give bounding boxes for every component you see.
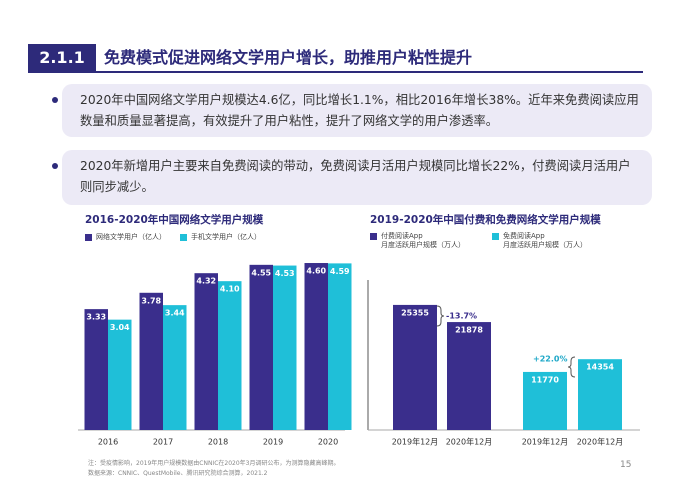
footnote: 注：受疫情影响，2019年用户规模数据由CNNIC在2020年3月调研公布，为测… <box>88 460 340 467</box>
bullet-dot <box>52 163 58 169</box>
value-label: 4.55 <box>251 268 271 277</box>
brace <box>436 305 445 327</box>
bar <box>163 305 187 430</box>
value-label: 3.78 <box>141 296 161 305</box>
x-tick-label: 2016 <box>98 438 118 447</box>
x-tick-label: 2020 <box>318 438 338 447</box>
legend-swatch <box>370 233 377 240</box>
bar <box>273 265 297 430</box>
legend-label: 付费阅读App 月度活跃用户规模（万人） <box>381 232 465 249</box>
bar <box>84 309 108 430</box>
value-label: 21878 <box>455 326 483 335</box>
bar <box>194 273 218 430</box>
footnote: 数据来源：CNNIC、QuestMobile、腾讯研究院综合测算，2021.2 <box>88 470 268 477</box>
brace <box>567 356 576 378</box>
bar <box>578 359 622 430</box>
legend-item: 网络文学用户（亿人） <box>85 233 166 242</box>
value-label: 3.44 <box>165 309 185 318</box>
chart-title: 2019-2020年中国付费和免费网络文学用户规模 <box>370 213 601 226</box>
section-number: 2.1.1 <box>28 44 96 71</box>
bullet-text: 2020年中国网络文学用户规模达4.6亿，同比增长1.1%，相比2016年增长3… <box>80 93 639 128</box>
value-label: 4.60 <box>306 267 326 276</box>
bullet-box: 2020年新增用户主要来自免费阅读的带动，免费阅读月活用户规模同比增长22%，付… <box>52 150 652 205</box>
x-tick-label: 2020年12月 <box>577 437 624 447</box>
value-label: 3.33 <box>86 313 106 322</box>
bar <box>328 263 352 430</box>
section-title: 免费模式促进网络文学用户增长，助推用户粘性提升 <box>104 48 473 67</box>
value-label: 3.04 <box>110 323 130 332</box>
chart-title: 2016-2020年中国网络文学用户规模 <box>85 213 264 226</box>
value-label: 25355 <box>401 308 429 317</box>
legend-label: 网络文学用户（亿人） <box>96 233 166 241</box>
bar <box>108 319 132 430</box>
bar <box>447 322 491 430</box>
value-label: 4.32 <box>196 277 216 286</box>
header-rule <box>28 71 643 73</box>
legend-item: 免费阅读App 月度活跃用户规模（万人） <box>492 232 587 250</box>
legend-label: 免费阅读App 月度活跃用户规模（万人） <box>503 232 587 249</box>
legend-swatch <box>492 233 499 240</box>
value-label: 4.59 <box>330 267 350 276</box>
x-tick-label: 2018 <box>208 438 228 447</box>
legend-item: 付费阅读App 月度活跃用户规模（万人） <box>370 232 465 250</box>
annotation: +22.0% <box>533 355 567 364</box>
bar <box>139 292 163 430</box>
x-tick-label: 2017 <box>153 438 173 447</box>
value-label: 11770 <box>531 375 559 384</box>
bar <box>393 304 437 430</box>
x-tick-label: 2019年12月 <box>392 437 439 447</box>
legend-item: 手机文学用户（亿人） <box>180 233 261 242</box>
bullet-box: 2020年中国网络文学用户规模达4.6亿，同比增长1.1%，相比2016年增长3… <box>52 84 652 137</box>
bar <box>249 264 273 430</box>
bar <box>523 371 567 430</box>
legend-label: 手机文学用户（亿人） <box>191 233 261 241</box>
bar <box>218 281 242 430</box>
bullet-text: 2020年新增用户主要来自免费阅读的带动，免费阅读月活用户规模同比增长22%，付… <box>80 159 631 194</box>
x-tick-label: 2019 <box>263 438 283 447</box>
annotation: -13.7% <box>446 312 477 321</box>
bar <box>304 263 328 430</box>
x-tick-label: 2019年12月 <box>522 437 569 447</box>
value-label: 4.53 <box>275 269 295 278</box>
page-number: 15 <box>620 460 632 470</box>
legend-swatch <box>180 234 187 241</box>
value-label: 4.10 <box>220 285 240 294</box>
legend-swatch <box>85 234 92 241</box>
x-tick-label: 2020年12月 <box>446 437 493 447</box>
bullet-dot <box>52 97 58 103</box>
value-label: 14354 <box>586 363 614 372</box>
